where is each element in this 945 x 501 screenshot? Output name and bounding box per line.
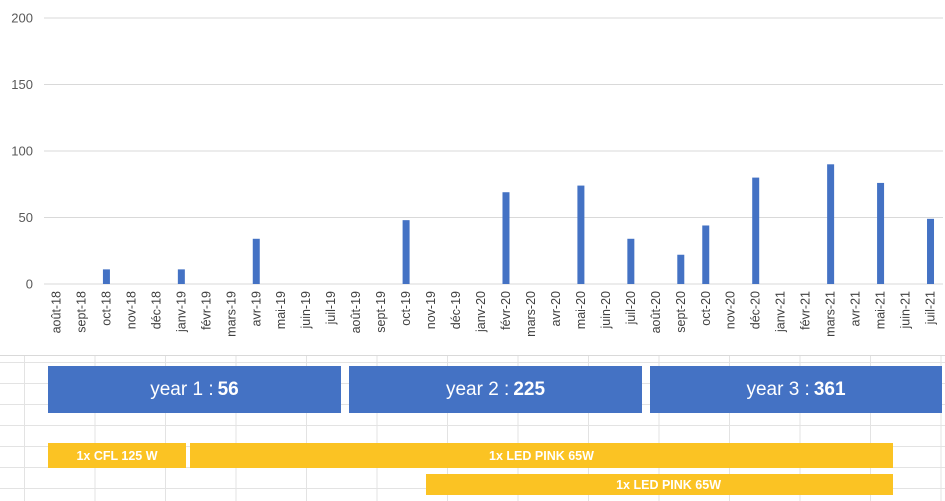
x-tick-label: avr-21 xyxy=(849,291,863,326)
bar xyxy=(252,238,260,284)
x-tick-label: juil-20 xyxy=(624,291,638,325)
bar xyxy=(677,254,685,284)
bar xyxy=(577,185,585,284)
x-tick-label: sept-20 xyxy=(674,291,688,333)
y-tick-label: 0 xyxy=(26,277,33,292)
year-1-label: year 1 : xyxy=(150,378,214,400)
x-tick-label: mars-21 xyxy=(824,291,838,337)
y-tick-label: 150 xyxy=(11,77,33,92)
x-tick-label: avr-19 xyxy=(249,291,263,326)
bar xyxy=(927,218,935,284)
x-tick-label: janv-20 xyxy=(474,291,488,333)
x-tick-label: juin-21 xyxy=(899,291,913,330)
y-tick-label: 100 xyxy=(11,144,33,159)
bar xyxy=(102,269,110,284)
x-tick-label: févr-20 xyxy=(499,291,513,330)
lamp-cfl-bar: 1x CFL 125 W xyxy=(48,443,186,468)
x-tick-label: févr-19 xyxy=(199,291,213,330)
year-3-box: year 3 : 361 xyxy=(650,366,942,413)
x-tick-label: nov-19 xyxy=(424,291,438,329)
bar xyxy=(402,220,410,284)
x-tick-label: déc-18 xyxy=(149,291,163,329)
lamp-led-1-bar: 1x LED PINK 65W xyxy=(190,443,893,468)
x-tick-label: févr-21 xyxy=(799,291,813,330)
x-tick-label: juin-20 xyxy=(599,291,613,330)
bar xyxy=(752,177,760,284)
x-tick-label: août-19 xyxy=(349,291,363,333)
lamp-led-1-label: 1x LED PINK 65W xyxy=(489,448,594,463)
year-1-box: year 1 : 56 xyxy=(48,366,341,413)
y-axis: 0 50 100 150 200 xyxy=(11,11,33,292)
bar xyxy=(627,238,635,284)
year-2-label: year 2 : xyxy=(445,378,510,400)
y-tick-label: 50 xyxy=(19,210,33,225)
x-tick-label: déc-20 xyxy=(749,291,763,329)
bar xyxy=(177,269,185,284)
x-tick-label: août-18 xyxy=(49,291,63,333)
bars xyxy=(102,164,935,284)
bar-chart: 0 50 100 150 200 août-18 sept-18 oct-18 nov-18 d… xyxy=(11,11,943,337)
x-tick-label: janv-21 xyxy=(774,291,788,333)
x-tick-label: sept-18 xyxy=(74,291,88,333)
x-tick-label: juil-19 xyxy=(324,291,338,325)
bar xyxy=(702,225,710,284)
x-tick-label: mai-21 xyxy=(874,291,888,329)
x-tick-label: juin-19 xyxy=(299,291,313,330)
x-tick-label: oct-20 xyxy=(699,291,713,326)
x-tick-label: oct-19 xyxy=(399,291,413,326)
bar xyxy=(877,182,885,284)
year-1-total: 56 xyxy=(217,378,239,400)
x-tick-label: mars-20 xyxy=(524,291,538,337)
x-tick-label: sept-19 xyxy=(374,291,388,333)
lamp-cfl-label: 1x CFL 125 W xyxy=(76,448,158,463)
x-tick-label: nov-20 xyxy=(724,291,738,329)
bar xyxy=(827,164,835,284)
year-3-label: year 3 : xyxy=(746,378,810,400)
lamp-led-2-label: 1x LED PINK 65W xyxy=(616,477,721,492)
x-tick-label: août-20 xyxy=(649,291,663,333)
x-tick-label: mai-19 xyxy=(274,291,288,329)
year-2-box: year 2 : 225 xyxy=(349,366,642,413)
bar xyxy=(502,192,510,284)
gridlines xyxy=(44,17,943,285)
x-tick-label: janv-19 xyxy=(174,291,188,333)
x-tick-label: juil-21 xyxy=(924,291,938,325)
x-axis: août-18 sept-18 oct-18 nov-18 déc-18 janv-19 f… xyxy=(49,291,937,337)
y-tick-label: 200 xyxy=(11,11,33,26)
year-3-total: 361 xyxy=(813,378,846,400)
year-2-total: 225 xyxy=(513,378,546,400)
x-tick-label: mars-19 xyxy=(224,291,238,337)
x-tick-label: nov-18 xyxy=(124,291,138,329)
x-tick-label: oct-18 xyxy=(99,291,113,326)
x-tick-label: déc-19 xyxy=(449,291,463,329)
lamp-led-2-bar: 1x LED PINK 65W xyxy=(426,474,893,495)
x-tick-label: avr-20 xyxy=(549,291,563,326)
x-tick-label: mai-20 xyxy=(574,291,588,329)
